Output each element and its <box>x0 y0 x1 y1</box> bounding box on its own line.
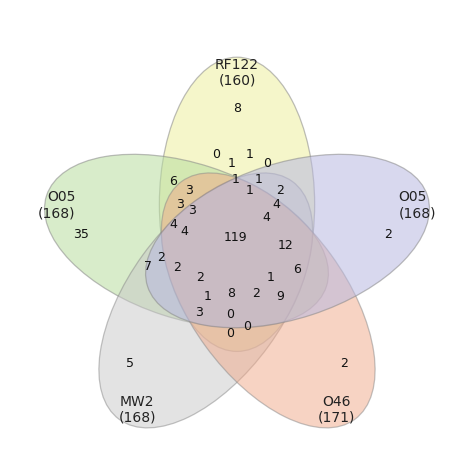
Ellipse shape <box>99 173 313 428</box>
Text: 0: 0 <box>212 147 220 161</box>
Text: 6: 6 <box>169 175 177 188</box>
Text: 3: 3 <box>188 204 196 217</box>
Text: RF122
(160): RF122 (160) <box>215 58 259 88</box>
Text: 4: 4 <box>272 198 280 211</box>
Ellipse shape <box>45 155 328 328</box>
Text: 1: 1 <box>228 156 236 170</box>
Text: 0: 0 <box>227 328 235 340</box>
Text: 119: 119 <box>224 231 247 244</box>
Text: 3: 3 <box>195 306 203 319</box>
Text: 2: 2 <box>157 251 165 264</box>
Text: 1: 1 <box>204 290 211 303</box>
Text: 2: 2 <box>384 228 392 241</box>
Text: 2: 2 <box>173 261 181 274</box>
Text: 7: 7 <box>144 259 152 273</box>
Text: 3: 3 <box>176 198 184 211</box>
Text: 0: 0 <box>227 308 235 321</box>
Text: 1: 1 <box>231 173 239 186</box>
Text: 12: 12 <box>278 239 294 252</box>
Text: 35: 35 <box>73 228 89 241</box>
Text: 9: 9 <box>276 290 284 303</box>
Text: 1: 1 <box>246 183 253 197</box>
Text: 2: 2 <box>340 357 348 370</box>
Text: 0: 0 <box>243 320 251 333</box>
Text: 2: 2 <box>252 287 260 301</box>
Text: 4: 4 <box>263 211 270 224</box>
Ellipse shape <box>146 155 429 328</box>
Ellipse shape <box>159 57 315 351</box>
Text: O05
(168): O05 (168) <box>38 190 76 220</box>
Text: 4: 4 <box>181 225 189 238</box>
Text: 2: 2 <box>276 184 284 197</box>
Text: 8: 8 <box>227 287 235 301</box>
Text: 6: 6 <box>293 263 301 276</box>
Text: 8: 8 <box>233 102 241 115</box>
Text: 5: 5 <box>126 357 134 370</box>
Text: MW2
(168): MW2 (168) <box>118 395 156 425</box>
Text: O46
(171): O46 (171) <box>318 395 356 425</box>
Text: O05
(168): O05 (168) <box>398 190 436 220</box>
Text: 2: 2 <box>196 271 204 284</box>
Ellipse shape <box>161 173 375 428</box>
Text: 1: 1 <box>255 173 263 186</box>
Text: 1: 1 <box>246 147 253 161</box>
Text: 3: 3 <box>185 184 193 197</box>
Text: 1: 1 <box>266 271 274 284</box>
Text: 4: 4 <box>169 218 177 231</box>
Text: 0: 0 <box>263 156 271 170</box>
